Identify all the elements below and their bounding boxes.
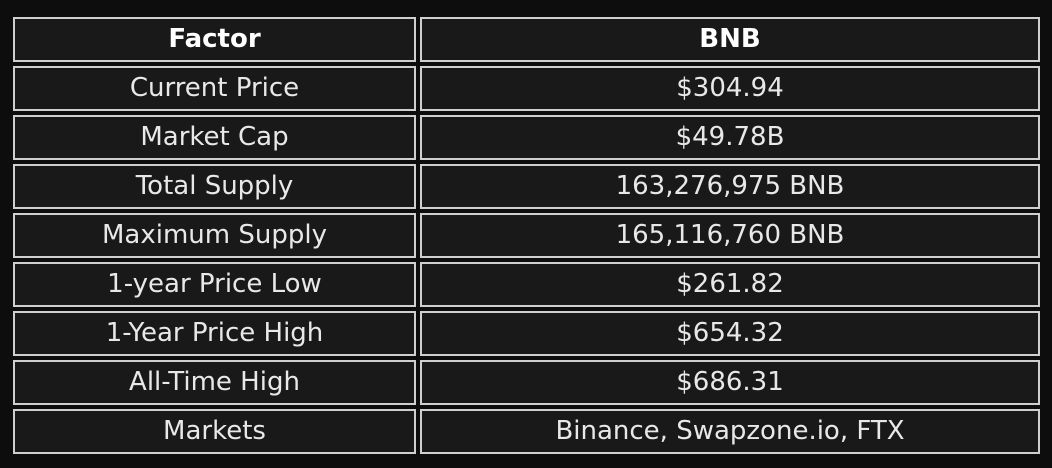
table-row: Total Supply 163,276,975 BNB xyxy=(13,164,1040,209)
factor-cell: 1-year Price Low xyxy=(13,262,416,307)
value-cell: $261.82 xyxy=(420,262,1040,307)
factor-cell: Current Price xyxy=(13,66,416,111)
table-row: Current Price $304.94 xyxy=(13,66,1040,111)
factor-cell: Maximum Supply xyxy=(13,213,416,258)
value-cell: 165,116,760 BNB xyxy=(420,213,1040,258)
header-factor: Factor xyxy=(13,17,416,62)
table-row: All-Time High $686.31 xyxy=(13,360,1040,405)
factor-cell: Market Cap xyxy=(13,115,416,160)
factor-cell: All-Time High xyxy=(13,360,416,405)
table-row: Maximum Supply 165,116,760 BNB xyxy=(13,213,1040,258)
table-row: Markets Binance, Swapzone.io, FTX xyxy=(13,409,1040,454)
value-cell: 163,276,975 BNB xyxy=(420,164,1040,209)
header-bnb: BNB xyxy=(420,17,1040,62)
value-cell: $304.94 xyxy=(420,66,1040,111)
table-row: 1-year Price Low $261.82 xyxy=(13,262,1040,307)
value-cell: $49.78B xyxy=(420,115,1040,160)
comparison-table-container: Factor BNB Current Price $304.94 Market … xyxy=(13,17,1040,454)
factor-cell: 1-Year Price High xyxy=(13,311,416,356)
value-cell: $686.31 xyxy=(420,360,1040,405)
factor-cell: Markets xyxy=(13,409,416,454)
value-cell: Binance, Swapzone.io, FTX xyxy=(420,409,1040,454)
table-row: Market Cap $49.78B xyxy=(13,115,1040,160)
factor-cell: Total Supply xyxy=(13,164,416,209)
bnb-factor-table: Factor BNB Current Price $304.94 Market … xyxy=(9,13,1044,458)
value-cell: $654.32 xyxy=(420,311,1040,356)
table-header-row: Factor BNB xyxy=(13,17,1040,62)
table-row: 1-Year Price High $654.32 xyxy=(13,311,1040,356)
